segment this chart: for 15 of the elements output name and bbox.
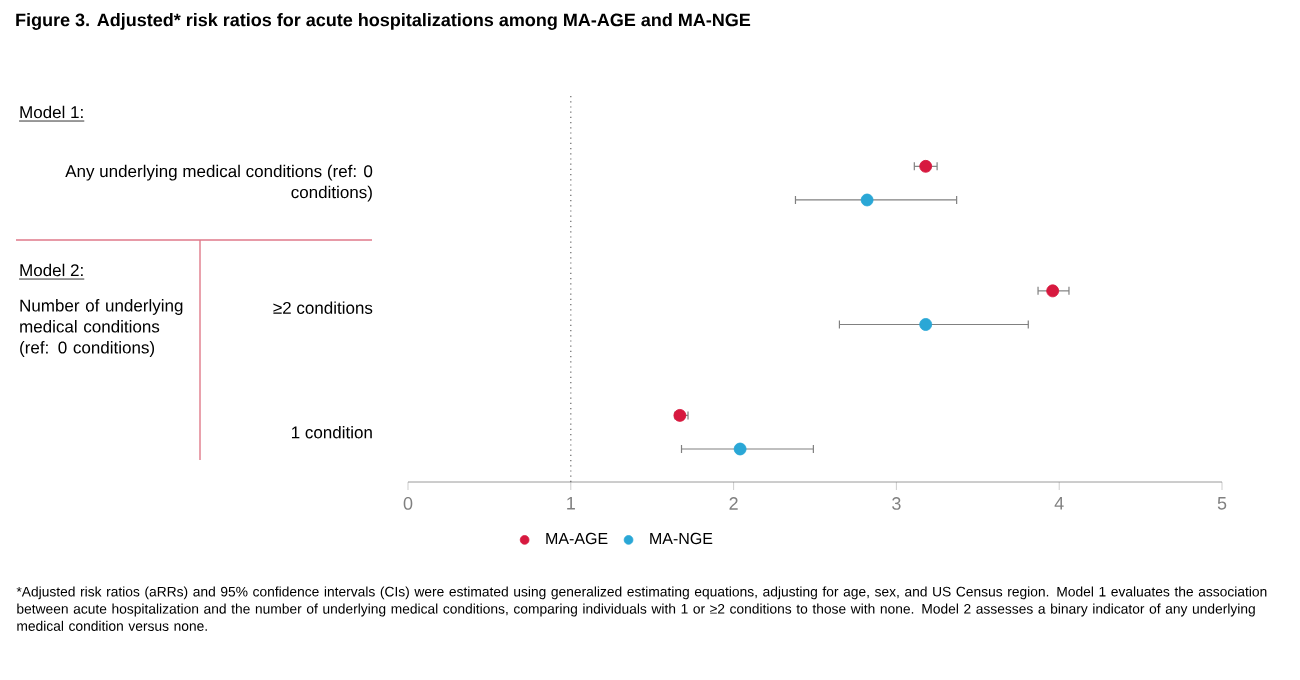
y-tick-label: 1 condition <box>291 425 372 439</box>
x-tick-label: 3 <box>892 497 901 510</box>
chart-title: Figure 3. Adjusted* risk ratios for acute hospitalizations among MA-AGE and MA-NGE <box>16 13 751 30</box>
x-tick-label: 2 <box>729 497 738 510</box>
text: Model 1: <box>20 105 83 119</box>
y-tick-label: ≥2 conditions <box>273 301 373 314</box>
x-tick-label: 0 <box>403 497 413 510</box>
text: Number of underlying medical conditions (ref: 0 conditions) <box>20 299 183 357</box>
y-tick-label: Any underlying medical conditions (ref: 0 conditions) <box>65 164 373 202</box>
legend-label: MA-NGE <box>650 532 713 545</box>
x-tick-label: 4 <box>1054 497 1064 510</box>
legend-label: MA-AGE <box>546 532 608 545</box>
x-tick-label: 5 <box>1217 497 1227 510</box>
text: Model 2: <box>20 263 83 277</box>
x-tick-label: 1 <box>567 497 575 510</box>
